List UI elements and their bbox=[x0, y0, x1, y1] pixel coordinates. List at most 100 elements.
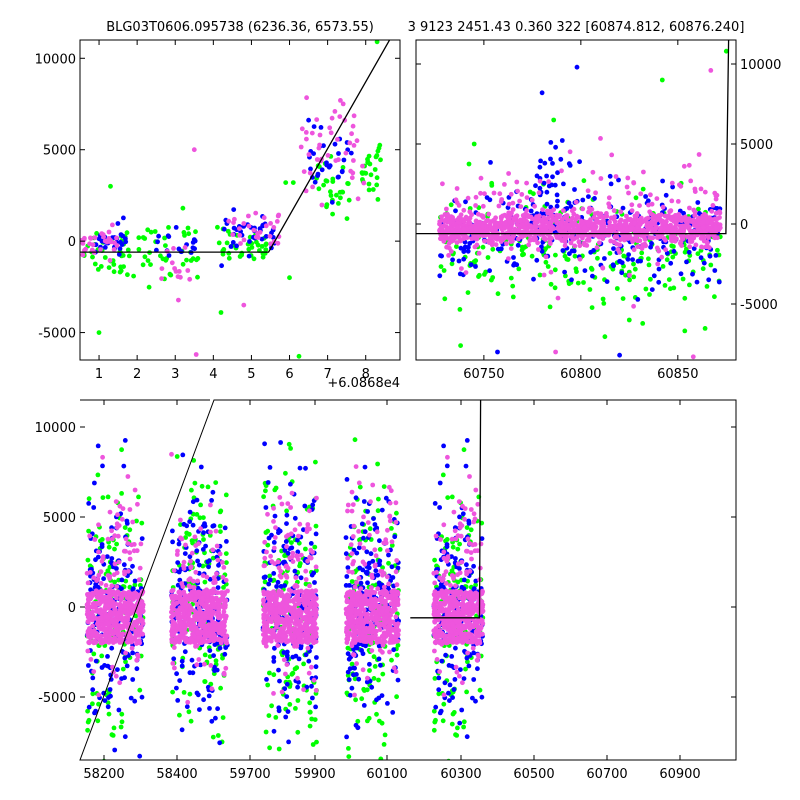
tl-xtick-label-3: 4 bbox=[209, 367, 217, 382]
b-point-104 bbox=[122, 525, 128, 530]
tl-point-283 bbox=[335, 174, 341, 180]
tr-point-358 bbox=[651, 273, 657, 279]
tl-point-206 bbox=[173, 225, 179, 230]
tr-point-1417 bbox=[704, 219, 710, 225]
tr-point-1593 bbox=[519, 192, 525, 197]
tr-xtick-label-2: 60850 bbox=[657, 367, 698, 382]
tr-point-43 bbox=[490, 246, 496, 252]
b-point-733 bbox=[85, 580, 91, 586]
b-point-1183 bbox=[175, 548, 180, 554]
tr-point-151 bbox=[682, 328, 688, 334]
tl-point-53 bbox=[148, 229, 154, 235]
tr-point-1404 bbox=[542, 235, 548, 241]
b-point-975 bbox=[210, 734, 216, 740]
tl-point-128 bbox=[321, 182, 326, 188]
tr-point-1701 bbox=[578, 218, 584, 224]
tl-point-398 bbox=[355, 196, 361, 202]
tr-point-1666 bbox=[660, 204, 666, 210]
b-point-2509 bbox=[274, 601, 279, 606]
b-point-1772 bbox=[267, 573, 273, 579]
b-point-2279 bbox=[303, 636, 309, 642]
b-point-1641 bbox=[183, 630, 188, 635]
b-point-1708 bbox=[273, 715, 279, 720]
b-point-1159 bbox=[206, 693, 212, 699]
tr-point-1501 bbox=[680, 236, 686, 242]
b-point-1168 bbox=[193, 569, 199, 575]
b-point-747 bbox=[117, 592, 123, 597]
tl-point-305 bbox=[83, 246, 88, 252]
tr-point-1660 bbox=[613, 174, 619, 179]
tl-point-83 bbox=[259, 244, 265, 249]
tr-point-1670 bbox=[469, 212, 474, 218]
b-point-841 bbox=[205, 484, 211, 490]
b-point-2511 bbox=[263, 637, 269, 642]
tr-point-1742 bbox=[606, 195, 612, 201]
tl-point-370 bbox=[329, 115, 335, 121]
b-point-195 bbox=[122, 438, 128, 443]
b-point-2469 bbox=[271, 627, 276, 633]
b-point-982 bbox=[179, 727, 185, 733]
b-point-1090 bbox=[195, 692, 201, 698]
tr-point-1706 bbox=[507, 219, 513, 225]
b-point-331 bbox=[115, 512, 120, 518]
tr-point-1641 bbox=[709, 208, 715, 214]
tr-point-1676 bbox=[618, 209, 624, 215]
tr-xtick-label-1: 60800 bbox=[560, 367, 601, 382]
tr-point-309 bbox=[541, 180, 547, 186]
b-point-984 bbox=[175, 698, 181, 703]
tl-xtick-label-2: 3 bbox=[171, 367, 179, 382]
b-point-2103 bbox=[265, 511, 270, 517]
tr-point-1711 bbox=[510, 200, 516, 206]
b-point-938 bbox=[210, 555, 216, 561]
b-point-216 bbox=[130, 650, 136, 656]
tl-xtick-label-5: 6 bbox=[285, 367, 293, 382]
b-point-2232 bbox=[268, 553, 273, 559]
b-point-2566 bbox=[371, 654, 377, 660]
tr-point-1521 bbox=[591, 226, 596, 232]
tr-point-469 bbox=[681, 210, 686, 216]
b-point-1576 bbox=[191, 626, 197, 632]
tl-point-360 bbox=[241, 237, 247, 243]
tr-point-339 bbox=[582, 268, 588, 273]
b-point-1954 bbox=[278, 440, 283, 445]
tr-point-250 bbox=[686, 249, 692, 255]
tr-point-1731 bbox=[498, 199, 504, 204]
tr-point-155 bbox=[623, 272, 628, 278]
tr-point-1553 bbox=[641, 227, 647, 233]
tl-point-8 bbox=[94, 231, 99, 236]
b-point-2419 bbox=[261, 632, 266, 637]
b-point-282 bbox=[114, 566, 119, 571]
b-point-1659 bbox=[185, 622, 191, 628]
tl-point-399 bbox=[361, 180, 367, 186]
tr-point-340 bbox=[531, 276, 536, 282]
tl-point-326 bbox=[185, 268, 191, 273]
tl-point-413 bbox=[283, 180, 289, 186]
b-point-1575 bbox=[175, 625, 181, 631]
b-point-1058 bbox=[207, 648, 213, 653]
tr-point-27 bbox=[480, 244, 486, 250]
tr-point-1617 bbox=[681, 163, 687, 169]
tr-point-554 bbox=[538, 158, 543, 164]
tr-ytick-label-1: 0 bbox=[740, 218, 748, 233]
b-point-1600 bbox=[192, 634, 198, 639]
tl-point-171 bbox=[374, 182, 380, 188]
tr-point-208 bbox=[671, 285, 677, 291]
b-point-288 bbox=[124, 663, 130, 669]
b-point-1901 bbox=[274, 584, 279, 589]
tr-point-782 bbox=[611, 208, 617, 214]
b-point-2495 bbox=[298, 627, 304, 633]
tr-point-434 bbox=[697, 211, 702, 216]
b-point-2489 bbox=[268, 607, 274, 612]
b-point-785 bbox=[96, 549, 101, 555]
tr-point-1065 bbox=[516, 236, 521, 242]
b-point-182 bbox=[90, 675, 96, 681]
tr-point-1335 bbox=[644, 221, 650, 226]
tr-point-1667 bbox=[536, 247, 541, 252]
tr-point-1016 bbox=[637, 221, 643, 227]
tl-point-319 bbox=[172, 266, 178, 271]
b-point-2578 bbox=[381, 484, 387, 489]
tr-point-1651 bbox=[478, 190, 483, 196]
b-point-2081 bbox=[271, 545, 277, 551]
b-point-381 bbox=[113, 499, 119, 504]
b-point-1411 bbox=[169, 451, 174, 457]
